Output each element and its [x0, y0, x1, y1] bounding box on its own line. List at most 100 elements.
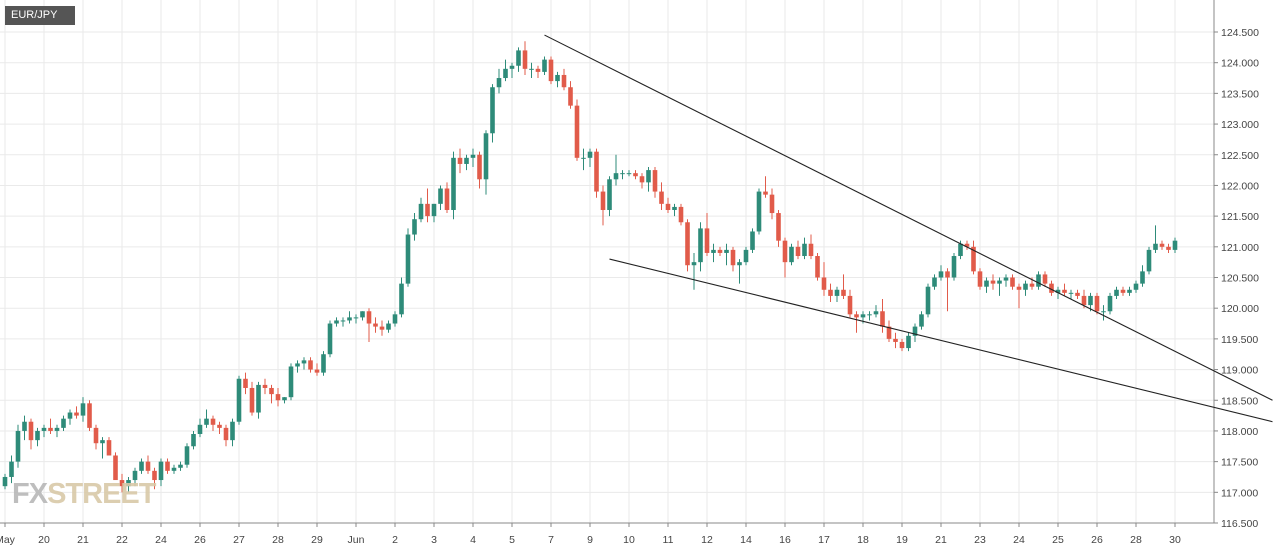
- candle-down: [379, 326, 385, 330]
- candle-down: [652, 170, 658, 192]
- candle-up: [139, 461, 144, 471]
- candle-up: [392, 314, 398, 324]
- candle-down: [561, 74, 567, 88]
- candle-up: [9, 461, 14, 477]
- x-tick-label: 29: [311, 534, 323, 546]
- candle-up: [646, 170, 651, 183]
- fxstreet-watermark: FXSTREET: [12, 478, 156, 510]
- candle-up: [912, 326, 918, 336]
- candle-up: [581, 157, 586, 159]
- candle-up: [503, 68, 508, 79]
- candle-up: [997, 280, 1002, 284]
- candle-up: [951, 256, 957, 278]
- candle-up: [100, 440, 105, 444]
- candle-down: [106, 440, 112, 456]
- candle-up: [542, 59, 547, 72]
- x-tick-label: 24: [155, 534, 167, 546]
- y-tick-label: 124.000: [1221, 58, 1259, 70]
- candle-down: [308, 360, 313, 370]
- candle-down: [425, 203, 430, 217]
- candle-down: [1010, 277, 1015, 287]
- x-tick-label: 27: [233, 534, 245, 546]
- x-tick-label: 30: [1169, 534, 1181, 546]
- candle-down: [990, 280, 996, 284]
- candle-down: [841, 289, 846, 296]
- x-tick-label: 10: [623, 534, 635, 546]
- candle-down: [373, 323, 378, 327]
- candle-up: [1023, 283, 1028, 290]
- candle-up: [1068, 292, 1074, 294]
- candle-down: [1120, 289, 1126, 293]
- candle-up: [1127, 289, 1132, 293]
- candle-up: [496, 78, 502, 88]
- y-tick-label: 118.000: [1221, 426, 1258, 438]
- candle-down: [119, 480, 125, 487]
- x-tick-label: 2: [392, 534, 398, 546]
- candle-up: [626, 173, 632, 175]
- candle-up: [399, 283, 404, 315]
- candle-down: [600, 191, 606, 210]
- candle-up: [691, 262, 697, 266]
- candle-up: [1133, 283, 1139, 290]
- candle-down: [145, 461, 151, 471]
- candle-down: [1029, 283, 1035, 287]
- candle-up: [834, 289, 840, 296]
- candle-down: [210, 418, 216, 425]
- candle-down: [815, 256, 820, 278]
- candle-up: [711, 249, 716, 253]
- y-tick-label: 121.500: [1221, 211, 1259, 223]
- x-tick-label: 25: [1052, 534, 1064, 546]
- candle-down: [87, 403, 92, 428]
- candle-up: [61, 418, 66, 428]
- candle-up: [1114, 289, 1119, 296]
- candle-up: [288, 366, 294, 398]
- candle-down: [730, 249, 736, 266]
- candle-down: [93, 427, 99, 444]
- x-tick-label: 19: [896, 534, 908, 546]
- candle-up: [334, 320, 339, 324]
- candle-down: [828, 289, 833, 296]
- y-tick-label: 120.000: [1221, 303, 1259, 315]
- x-tick-label: 23: [974, 534, 986, 546]
- candle-up: [191, 434, 196, 447]
- candle-up: [509, 65, 515, 69]
- candle-up: [470, 154, 476, 158]
- candle-down: [1049, 283, 1054, 293]
- candle-down: [444, 188, 450, 210]
- candle-down: [548, 59, 554, 82]
- candle-up: [724, 249, 729, 253]
- trendline-lower: [609, 258, 1273, 423]
- candle-down: [964, 243, 970, 247]
- candle-down: [795, 246, 801, 257]
- candle-down: [1062, 289, 1067, 293]
- candle-up: [132, 470, 138, 481]
- x-tick-label: 26: [1091, 534, 1103, 546]
- candle-down: [971, 246, 976, 272]
- candle-up: [1003, 277, 1009, 281]
- x-tick-label: 5: [509, 534, 515, 546]
- candle-down: [477, 154, 482, 180]
- y-tick-label: 121.000: [1221, 242, 1259, 254]
- y-tick-label: 124.500: [1221, 27, 1259, 39]
- candle-up: [41, 427, 47, 431]
- candle-down: [854, 314, 859, 318]
- candle-up: [789, 246, 794, 263]
- x-tick-label: 3: [431, 534, 437, 546]
- candle-down: [847, 295, 853, 315]
- candle-up: [1172, 240, 1178, 250]
- candle-up: [756, 191, 762, 232]
- candle-down: [269, 387, 274, 395]
- x-tick-label: 11: [663, 534, 674, 546]
- candle-down: [1016, 286, 1022, 290]
- candle-up: [230, 421, 235, 441]
- candle-down: [977, 271, 983, 287]
- y-tick-label: 123.000: [1221, 119, 1259, 131]
- candle-down: [893, 338, 898, 342]
- x-tick-label: 18: [857, 534, 869, 546]
- candle-up: [412, 219, 417, 235]
- candle-up: [67, 412, 73, 419]
- candle-up: [15, 430, 21, 462]
- candle-up: [80, 403, 86, 416]
- candle-down: [165, 461, 170, 471]
- y-tick-label: 119.000: [1221, 365, 1258, 377]
